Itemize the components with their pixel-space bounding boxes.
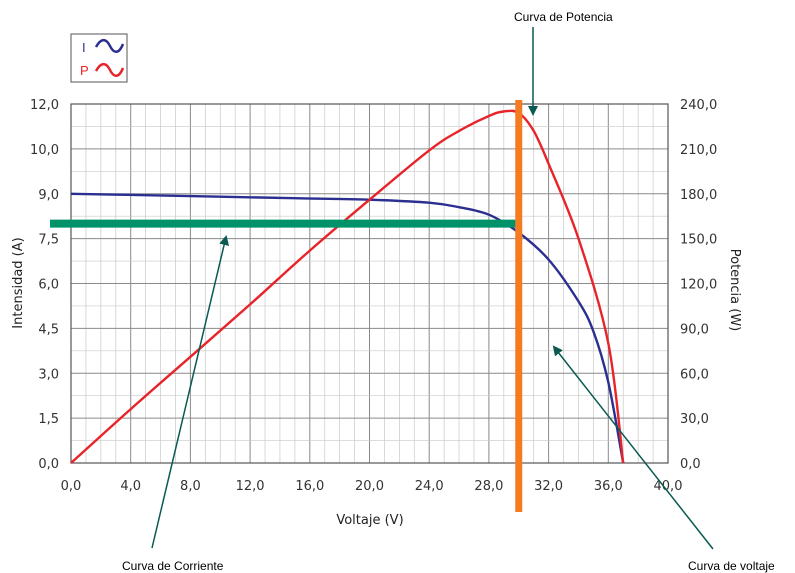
plot-frame [70,103,669,464]
y2-tick-label: 0,0 [680,457,701,472]
y-tick-label: 10,0 [30,143,59,158]
y-tick-label: 1,5 [38,412,59,427]
legend: I P [70,33,128,83]
x-tick-label: 0,0 [61,479,82,494]
y2-tick-label: 240,0 [680,98,717,113]
tick-labels: 0,0 4,0 8,0 12,0 16,0 20,0 24,0 28,0 32,0 36,0 40,… [30,98,717,494]
annotation-current-curve: Curva de Corriente [122,559,224,573]
y-tick-label: 7,5 [38,233,59,248]
annotations: Curva de Potencia Curva de Corriente Cur… [122,10,775,573]
x-tick-label: 12,0 [236,479,265,494]
power-curve [70,109,625,464]
annotation-voltage-curve: Curva de voltaje [688,559,775,573]
x-tick-label: 32,0 [534,479,563,494]
current-curve [70,192,625,464]
x-axis-title: Voltaje (V) [336,513,403,528]
y2-axis-title: Potencia (W) [727,249,742,332]
legend-i-swatch [94,38,125,53]
legend-p-swatch [94,62,125,77]
curves [70,109,625,464]
x-tick-label: 24,0 [415,479,444,494]
y2-tick-label: 180,0 [680,188,717,203]
annotation-power-curve: Curva de Potencia [514,10,613,24]
x-tick-label: 8,0 [180,479,201,494]
annotation-current-arrow [151,235,230,549]
y2-tick-label: 90,0 [680,322,709,337]
y2-tick-label: 150,0 [680,233,717,248]
y-tick-label: 0,0 [38,457,59,472]
y-tick-label: 3,0 [38,367,59,382]
y-tick-label: 12,0 [30,98,59,113]
y2-tick-label: 120,0 [680,278,717,293]
y-tick-label: 9,0 [38,188,59,203]
x-tick-label: 36,0 [594,479,623,494]
annotation-voltage-arrow [552,345,714,550]
y2-tick-label: 60,0 [680,367,709,382]
x-tick-label: 4,0 [120,479,141,494]
y2-tick-label: 210,0 [680,143,717,158]
y-axis-title: Intensidad (A) [11,237,26,328]
y2-tick-label: 30,0 [680,412,709,427]
legend-i-label: I [82,40,86,55]
grid [71,104,668,463]
x-tick-label: 16,0 [295,479,324,494]
x-tick-label: 20,0 [355,479,384,494]
y-tick-label: 6,0 [38,278,59,293]
y-tick-label: 4,5 [38,322,59,337]
x-tick-label: 28,0 [474,479,503,494]
legend-p-label: P [80,63,89,78]
mpp-markers [50,100,523,512]
